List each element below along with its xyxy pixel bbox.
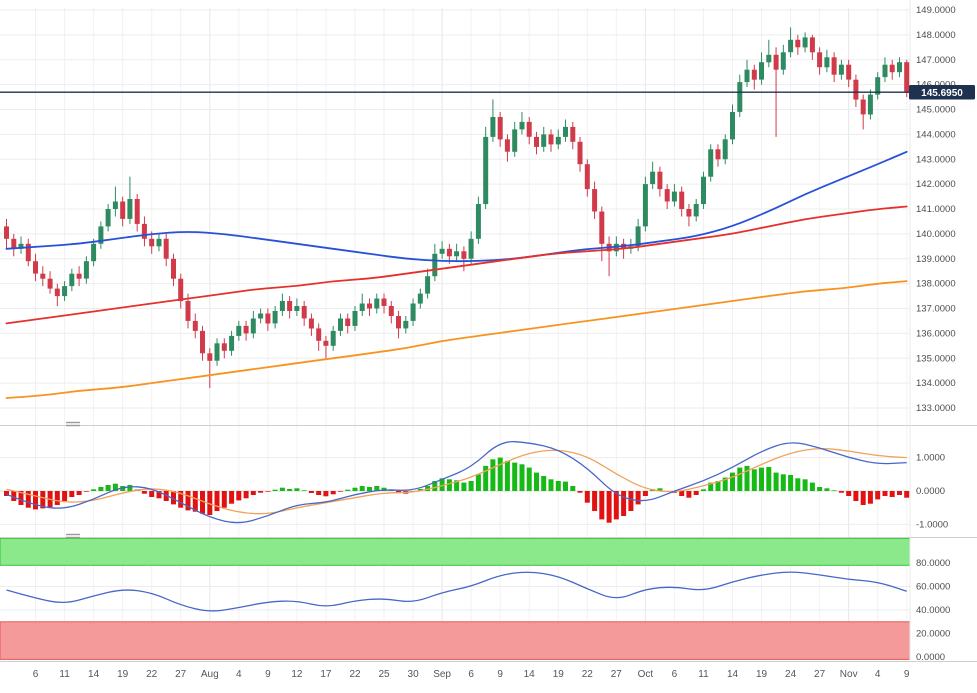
svg-text:6: 6 xyxy=(672,669,678,680)
svg-text:20.0000: 20.0000 xyxy=(916,629,950,640)
svg-text:40.0000: 40.0000 xyxy=(916,605,950,616)
macd-axis[interactable]: 1.0000 0.0000 -1.0000 xyxy=(916,453,948,531)
svg-text:27: 27 xyxy=(175,669,187,680)
svg-text:137.0000: 137.0000 xyxy=(916,304,956,315)
svg-text:144.0000: 144.0000 xyxy=(916,129,956,140)
ma-red-line xyxy=(5,205,908,325)
svg-text:0.0000: 0.0000 xyxy=(916,486,945,497)
svg-text:30: 30 xyxy=(408,669,420,680)
overbought-band xyxy=(0,537,911,566)
svg-text:-1.0000: -1.0000 xyxy=(916,519,948,530)
svg-text:14: 14 xyxy=(727,669,739,680)
svg-text:27: 27 xyxy=(611,669,623,680)
svg-text:9: 9 xyxy=(265,669,271,680)
svg-text:11: 11 xyxy=(59,669,70,680)
svg-text:138.0000: 138.0000 xyxy=(916,279,956,290)
svg-text:27: 27 xyxy=(814,669,826,680)
svg-text:80.0000: 80.0000 xyxy=(916,558,950,569)
svg-text:147.0000: 147.0000 xyxy=(916,55,956,66)
oscillator-line xyxy=(6,571,907,612)
time-axis[interactable]: 6 11 14 19 22 27 Aug 4 9 12 17 22 25 30 Sep 6 9 14 19 22 27 O… xyxy=(33,669,910,680)
price-gridlines xyxy=(0,9,910,409)
svg-text:139.0000: 139.0000 xyxy=(916,254,956,265)
svg-text:141.0000: 141.0000 xyxy=(916,204,956,215)
svg-text:6: 6 xyxy=(33,669,39,680)
svg-text:14: 14 xyxy=(88,669,100,680)
svg-text:148.0000: 148.0000 xyxy=(916,30,956,41)
svg-text:4: 4 xyxy=(236,669,242,680)
svg-text:Sep: Sep xyxy=(433,669,451,680)
svg-text:1.0000: 1.0000 xyxy=(916,453,945,464)
svg-text:133.0000: 133.0000 xyxy=(916,403,956,414)
last-price-badge-label: 145.6950 xyxy=(921,88,963,99)
panel-resize-grip-icon[interactable] xyxy=(66,421,80,427)
svg-text:19: 19 xyxy=(117,669,129,680)
svg-text:17: 17 xyxy=(320,669,332,680)
panel-separators xyxy=(0,0,977,662)
svg-text:12: 12 xyxy=(291,669,303,680)
svg-text:19: 19 xyxy=(756,669,768,680)
svg-text:60.0000: 60.0000 xyxy=(916,582,950,593)
svg-text:4: 4 xyxy=(875,669,881,680)
candlestick-series[interactable] xyxy=(4,27,910,389)
oscillator-axis[interactable]: 80.0000 60.0000 40.0000 20.0000 0.0000 xyxy=(916,558,950,663)
svg-text:11: 11 xyxy=(698,669,709,680)
svg-text:6: 6 xyxy=(468,669,474,680)
svg-text:22: 22 xyxy=(582,669,594,680)
svg-text:24: 24 xyxy=(785,669,797,680)
svg-text:143.0000: 143.0000 xyxy=(916,154,956,165)
macd-histogram xyxy=(4,457,910,523)
macd-signal-line xyxy=(6,447,907,515)
svg-text:145.0000: 145.0000 xyxy=(916,105,956,116)
svg-text:Nov: Nov xyxy=(840,669,858,680)
svg-text:9: 9 xyxy=(904,669,910,680)
svg-text:25: 25 xyxy=(378,669,390,680)
svg-text:140.0000: 140.0000 xyxy=(916,229,956,240)
svg-text:9: 9 xyxy=(497,669,503,680)
macd-lines xyxy=(6,441,907,524)
svg-text:Aug: Aug xyxy=(201,669,219,680)
svg-text:22: 22 xyxy=(349,669,361,680)
svg-text:136.0000: 136.0000 xyxy=(916,328,956,339)
ma-blue-line xyxy=(5,150,908,263)
svg-text:0.0000: 0.0000 xyxy=(916,652,945,663)
svg-text:134.0000: 134.0000 xyxy=(916,378,956,389)
svg-text:135.0000: 135.0000 xyxy=(916,353,956,364)
svg-text:142.0000: 142.0000 xyxy=(916,179,956,190)
macd-main-line xyxy=(6,441,907,524)
svg-text:Oct: Oct xyxy=(638,669,654,680)
price-axis[interactable]: 149.0000148.0000147.0000146.0000145.0000… xyxy=(916,5,956,414)
svg-text:14: 14 xyxy=(524,669,536,680)
svg-text:19: 19 xyxy=(553,669,565,680)
oversold-band xyxy=(0,621,911,660)
svg-text:149.0000: 149.0000 xyxy=(916,5,956,16)
last-price-badge: 145.6950 xyxy=(909,85,975,100)
oscillator-bands xyxy=(0,537,911,660)
panel-resize-grip-icon[interactable] xyxy=(66,533,80,539)
last-price-badge-bg xyxy=(909,85,975,100)
svg-text:22: 22 xyxy=(146,669,158,680)
ma-orange-line xyxy=(5,280,908,399)
